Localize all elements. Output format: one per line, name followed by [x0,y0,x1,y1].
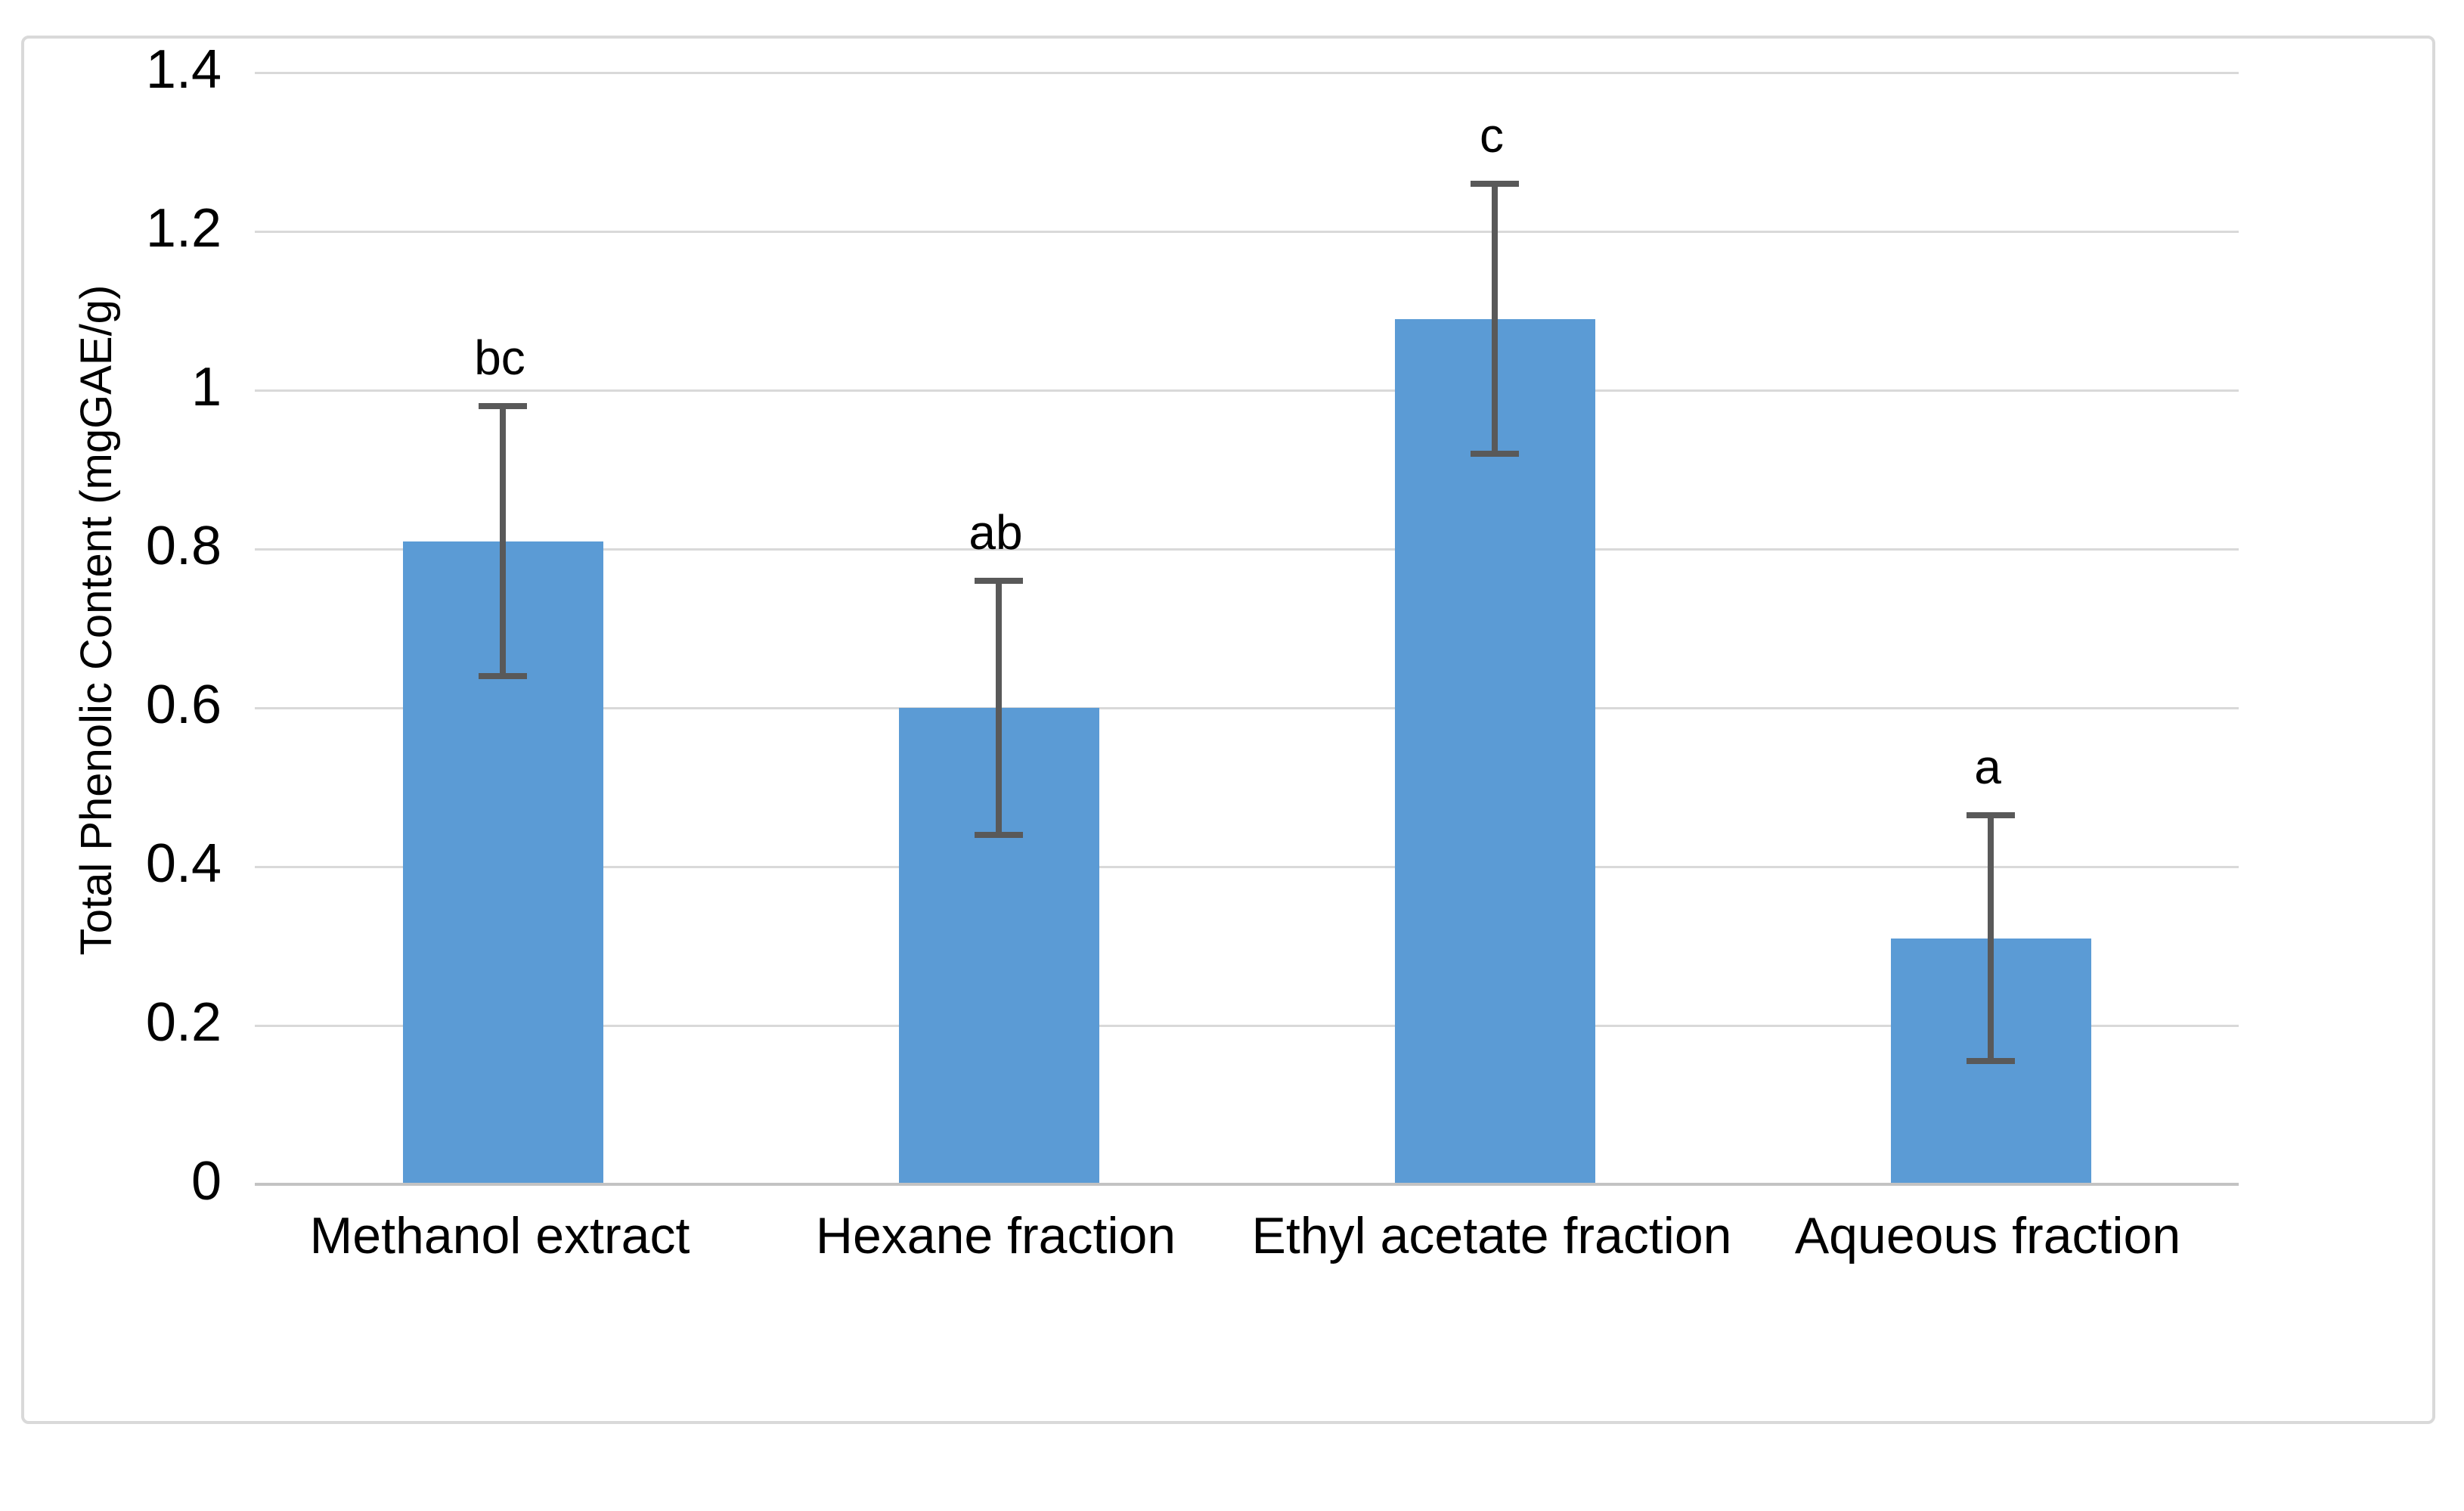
gridline [255,707,2239,709]
x-axis-line [255,1183,2239,1186]
y-tick-label: 1 [191,357,222,417]
error-bar-top-cap [975,578,1023,584]
y-tick-label: 0.8 [145,516,222,576]
y-tick-label: 0.6 [145,675,222,735]
gridline [255,1025,2239,1027]
gridline [255,548,2239,551]
error-bar [500,406,506,676]
error-bar [1988,814,1994,1062]
error-bar-bottom-cap [479,673,527,679]
error-bar-top-cap [1471,181,1519,187]
significance-letter: a [1974,739,2001,794]
bar [1394,318,1595,1184]
significance-letter: c [1480,108,1504,163]
error-bar-top-cap [479,403,527,409]
plot-area [24,39,2432,1421]
error-bar [996,581,1002,835]
error-bar-bottom-cap [1471,451,1519,457]
category-label: Aqueous fraction [1794,1207,2181,1264]
gridline [255,389,2239,392]
error-bar [1492,184,1498,454]
gridline [255,72,2239,74]
y-tick-label: 0.4 [145,833,222,894]
y-tick-label: 1.2 [145,198,222,259]
error-bar-bottom-cap [975,832,1023,838]
error-bar-top-cap [1967,811,2015,818]
y-tick-label: 0 [191,1151,222,1212]
category-label: Ethyl acetate fraction [1251,1207,1732,1264]
significance-letter: ab [969,505,1023,560]
chart-figure-border [21,36,2435,1424]
error-bar-bottom-cap [1967,1058,2015,1065]
y-tick-label: 0.2 [145,992,222,1053]
gridline [255,231,2239,233]
significance-letter: bc [474,330,525,385]
category-label: Hexane fraction [815,1207,1176,1264]
category-label: Methanol extract [309,1207,690,1264]
y-tick-label: 1.4 [145,39,222,100]
gridline [255,866,2239,868]
